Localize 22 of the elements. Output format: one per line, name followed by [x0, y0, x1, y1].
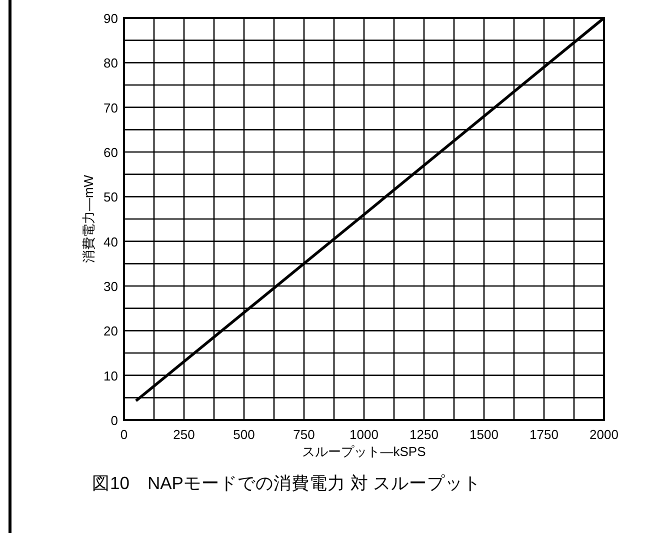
y-tick-label: 30 — [104, 279, 118, 294]
x-tick-label: 1000 — [350, 427, 378, 442]
x-tick-label: 0 — [120, 427, 128, 442]
y-tick-label: 70 — [104, 100, 118, 116]
x-tick-label: 500 — [233, 427, 255, 442]
y-tick-label: 40 — [104, 234, 118, 250]
x-tick-label: 250 — [173, 427, 195, 442]
x-tick-label: 1250 — [410, 427, 438, 442]
y-tick-label: 0 — [110, 413, 118, 428]
y-tick-label: 50 — [104, 190, 118, 205]
y-tick-label: 80 — [104, 56, 118, 71]
x-tick-label: 750 — [293, 427, 315, 442]
y-tick-label: 90 — [104, 11, 118, 26]
x-tick-label: 2000 — [590, 427, 618, 442]
y-tick-label: 10 — [104, 368, 118, 384]
y-tick-label: 60 — [104, 145, 118, 160]
text: 図10 NAPモードでの消費電力 対 スループット — [92, 473, 482, 493]
x-tick-label: 1750 — [530, 427, 558, 442]
x-axis-title: スループット—kSPS — [302, 444, 426, 459]
y-tick-label: 20 — [104, 324, 118, 339]
x-tick-label: 1500 — [470, 427, 498, 442]
y-axis-title: 消費電力—mW — [81, 174, 96, 264]
